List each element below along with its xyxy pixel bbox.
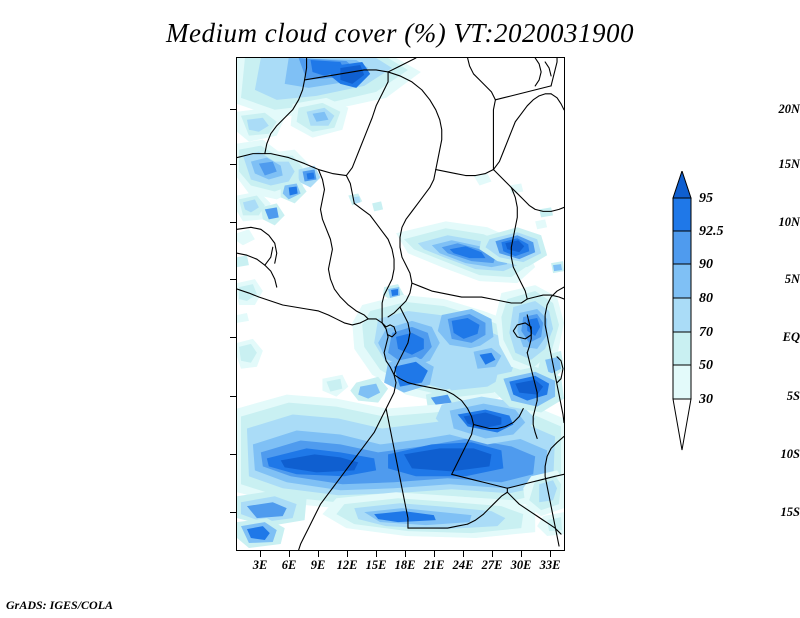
x-tick-label: 33E (539, 558, 561, 572)
y-tick-label: EQ (782, 330, 800, 344)
colorbar: 95 92.5 90 80 70 50 30 (669, 171, 724, 451)
colorbar-segment-90-925 (672, 230, 692, 265)
y-tick-mark (230, 109, 236, 111)
map-plot-area (236, 57, 565, 551)
y-tick-label: 10N (778, 215, 800, 229)
x-tick-label: 12E (336, 558, 358, 572)
y-tick-label: 20N (778, 102, 800, 116)
colorbar-segment-30-50 (672, 364, 692, 400)
page-title: Medium cloud cover (%) VT:2020031900 (166, 18, 634, 48)
x-tick-mark (463, 551, 465, 557)
x-tick-mark (318, 551, 320, 557)
x-tick-mark (405, 551, 407, 557)
x-tick-label: 3E (252, 558, 268, 572)
y-tick-mark (230, 512, 236, 514)
colorbar-label: 90 (699, 257, 713, 272)
x-tick-mark (347, 551, 349, 557)
x-tick-mark (260, 551, 262, 557)
y-tick-mark (230, 396, 236, 398)
x-tick-label: 21E (423, 558, 445, 572)
colorbar-segment-50-70 (672, 331, 692, 366)
y-tick-mark (230, 222, 236, 224)
y-tick-mark (230, 279, 236, 281)
colorbar-label: 70 (699, 325, 713, 340)
x-tick-label: 6E (281, 558, 297, 572)
colorbar-label: 50 (699, 358, 713, 373)
colorbar-label: 30 (699, 392, 713, 407)
y-tick-mark (230, 164, 236, 166)
x-tick-label: 30E (510, 558, 532, 572)
y-tick-mark (230, 454, 236, 456)
map-coastlines-borders (237, 58, 564, 550)
x-tick-label: 24E (452, 558, 474, 572)
x-tick-mark (289, 551, 291, 557)
colorbar-segment-80-90 (672, 263, 692, 299)
y-tick-label: 15N (778, 157, 800, 171)
x-tick-mark (492, 551, 494, 557)
colorbar-svg (672, 171, 692, 451)
y-tick-label: 10S (780, 447, 800, 461)
x-tick-mark (376, 551, 378, 557)
map-field-svg (237, 58, 564, 550)
colorbar-label: 80 (699, 291, 713, 306)
x-tick-label: 18E (394, 558, 416, 572)
x-tick-label: 15E (365, 558, 387, 572)
colorbar-label: 95 (699, 191, 713, 206)
colorbar-segment-above-95 (672, 171, 692, 199)
x-tick-mark (434, 551, 436, 557)
grads-credit: GrADS: IGES/COLA (6, 598, 114, 612)
y-tick-label: 5S (786, 389, 800, 403)
x-tick-label: 27E (481, 558, 503, 572)
y-tick-mark (230, 337, 236, 339)
x-tick-mark (550, 551, 552, 557)
colorbar-label: 92.5 (699, 224, 724, 239)
colorbar-segment-70-80 (672, 297, 692, 333)
x-tick-mark (521, 551, 523, 557)
cloud-shading-layer (237, 58, 564, 549)
y-tick-label: 15S (780, 505, 800, 519)
colorbar-segment-below-30 (672, 398, 692, 451)
y-tick-label: 5N (784, 272, 800, 286)
colorbar-segment-925-95 (672, 197, 692, 232)
x-tick-label: 9E (310, 558, 326, 572)
